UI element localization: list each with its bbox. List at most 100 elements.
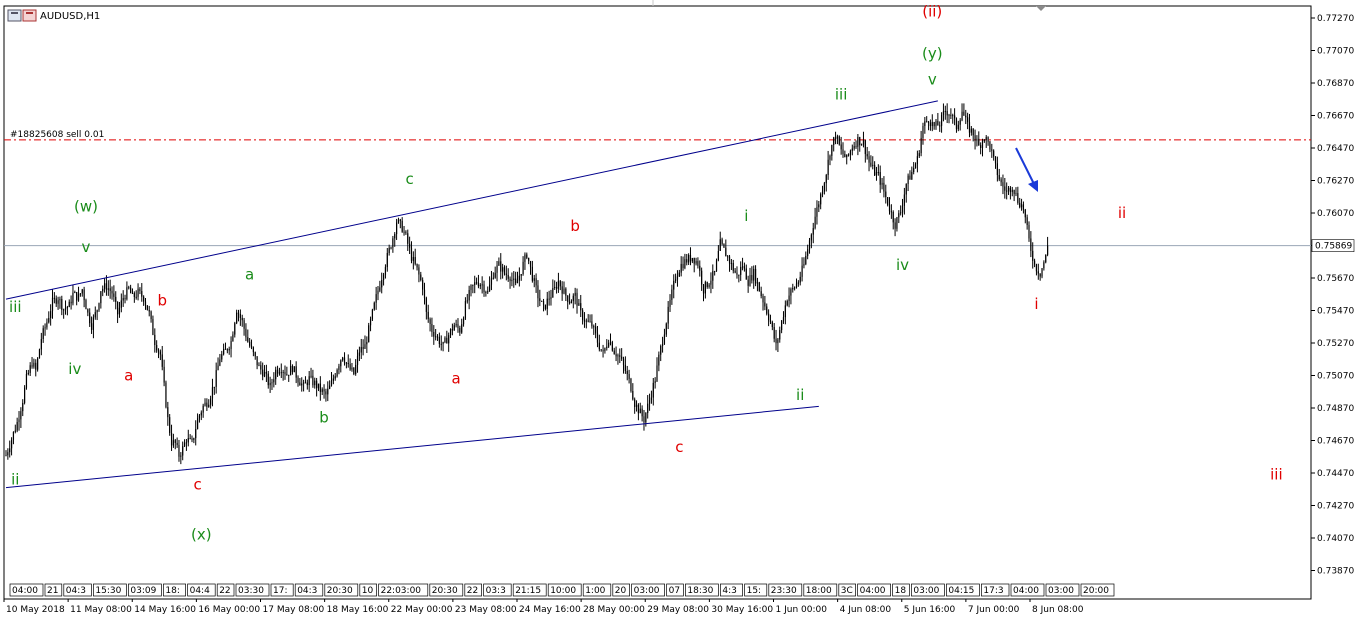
y-tick-label: 0.74870 [1317, 404, 1354, 414]
order-line-layer[interactable]: #18825608 sell 0.01 [4, 130, 1311, 141]
y-tick-label: 0.76270 [1317, 177, 1354, 187]
candle [42, 325, 44, 343]
wave-label: iv [68, 360, 81, 378]
candle [323, 384, 325, 399]
shift-marker-icon[interactable] [1036, 6, 1046, 11]
candle [343, 352, 346, 366]
candle [827, 150, 829, 180]
candle [477, 274, 480, 289]
candle [247, 329, 249, 343]
wave-label: b [319, 409, 329, 427]
candle [740, 261, 742, 281]
candle [643, 409, 645, 431]
candle [944, 105, 946, 120]
candle [565, 287, 567, 302]
candle [183, 439, 186, 448]
candle [1011, 186, 1013, 197]
candle [522, 256, 524, 276]
candle [146, 305, 148, 311]
svg-text:4:3: 4:3 [722, 586, 736, 596]
candle [273, 372, 275, 388]
period-box: 22:03:00 [378, 583, 429, 597]
candle [541, 300, 543, 302]
candle [680, 256, 682, 277]
candle [909, 170, 911, 180]
candle [422, 277, 424, 296]
candle [805, 251, 807, 266]
candle [877, 164, 879, 176]
candle [933, 121, 935, 130]
candle [916, 150, 918, 173]
candle [282, 369, 284, 381]
candle [955, 117, 958, 133]
svg-text:04:00: 04:00 [12, 586, 38, 596]
candle [935, 118, 937, 130]
candle [31, 356, 33, 369]
candle [840, 136, 842, 155]
candle [859, 136, 861, 152]
candle [204, 398, 206, 407]
candle [829, 154, 831, 166]
candle [593, 324, 595, 335]
wave-label: ii [11, 470, 19, 488]
candle [583, 312, 586, 328]
candle [304, 376, 307, 384]
candle [18, 411, 20, 431]
trendline[interactable] [5, 405, 819, 489]
candle [269, 376, 271, 393]
wave-label: a [124, 366, 133, 384]
period-box: 3C [838, 583, 856, 597]
candle [751, 266, 753, 284]
candle [777, 338, 779, 352]
candle [234, 321, 236, 338]
y-tick-label: 0.77270 [1317, 14, 1354, 24]
candle [327, 381, 329, 402]
svg-text:23:30: 23:30 [771, 586, 797, 596]
candle [161, 345, 163, 371]
candle [667, 301, 669, 330]
wave-label: c [675, 438, 683, 456]
candle [468, 285, 470, 310]
x-tick-label: 5 Jun 16:00 [904, 605, 956, 615]
candle [369, 316, 372, 332]
candle [489, 276, 491, 292]
period-box: 23:30 [768, 583, 803, 597]
svg-text:20: 20 [615, 586, 627, 596]
period-box: 18:00 [803, 583, 838, 597]
svg-text:03:00: 03:00 [913, 586, 939, 596]
candle [90, 316, 93, 334]
candle [59, 296, 61, 309]
trendline[interactable] [5, 100, 938, 300]
candle [226, 348, 228, 354]
svg-text:15:30: 15:30 [95, 586, 121, 596]
candle [144, 297, 147, 310]
candle [578, 298, 580, 306]
candle [7, 448, 9, 460]
current-price-label: 0.75869 [1311, 239, 1355, 252]
candle [111, 286, 113, 300]
candle [221, 350, 223, 363]
candle [624, 356, 626, 374]
candle [658, 351, 660, 372]
candle [665, 322, 667, 337]
candle [438, 332, 440, 348]
candle [12, 431, 15, 445]
candle [96, 309, 98, 321]
svg-text:17:: 17: [273, 586, 287, 596]
candle [487, 286, 489, 295]
candle [708, 283, 710, 289]
candle [1033, 258, 1036, 268]
candle [926, 116, 928, 123]
candle [834, 131, 837, 145]
candle [570, 299, 573, 304]
y-tick-label: 0.74070 [1317, 534, 1354, 544]
chart-title-icon[interactable] [7, 9, 37, 22]
candle [896, 216, 898, 232]
candle [464, 297, 467, 320]
candle [338, 363, 340, 375]
wave-label: (ii) [922, 2, 942, 20]
trendlines-layer[interactable] [5, 100, 938, 489]
candle [193, 437, 195, 444]
